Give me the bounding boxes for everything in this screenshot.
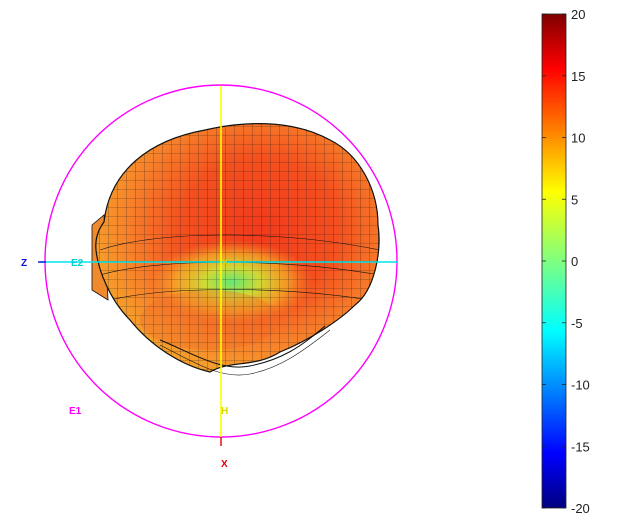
colorbar: 20 15 10 5 0 -5 -10 -15 -20 <box>541 7 590 516</box>
radiation-lobe <box>91 123 380 376</box>
e2-label: E2 <box>71 258 84 269</box>
colorbar-tick-label: 20 <box>571 7 585 22</box>
y-label: Y <box>221 258 228 269</box>
colorbar-tick-label: 15 <box>571 69 585 84</box>
colorbar-tick-label: 0 <box>571 254 578 269</box>
colorbar-tick-label: -10 <box>571 378 590 393</box>
x-label: X <box>221 459 228 470</box>
colorbar-tick-label: -20 <box>571 501 590 516</box>
h-label: H <box>221 406 228 417</box>
colorbar-ticks: 20 15 10 5 0 -5 -10 -15 -20 <box>542 7 590 516</box>
colorbar-tick-label: -15 <box>571 439 590 454</box>
colorbar-tick-label: 5 <box>571 192 578 207</box>
z-label: Z <box>21 258 27 269</box>
e1-label: E1 <box>69 406 82 417</box>
colorbar-tick-label: -5 <box>571 316 583 331</box>
colorbar-tick-label: 10 <box>571 131 585 146</box>
